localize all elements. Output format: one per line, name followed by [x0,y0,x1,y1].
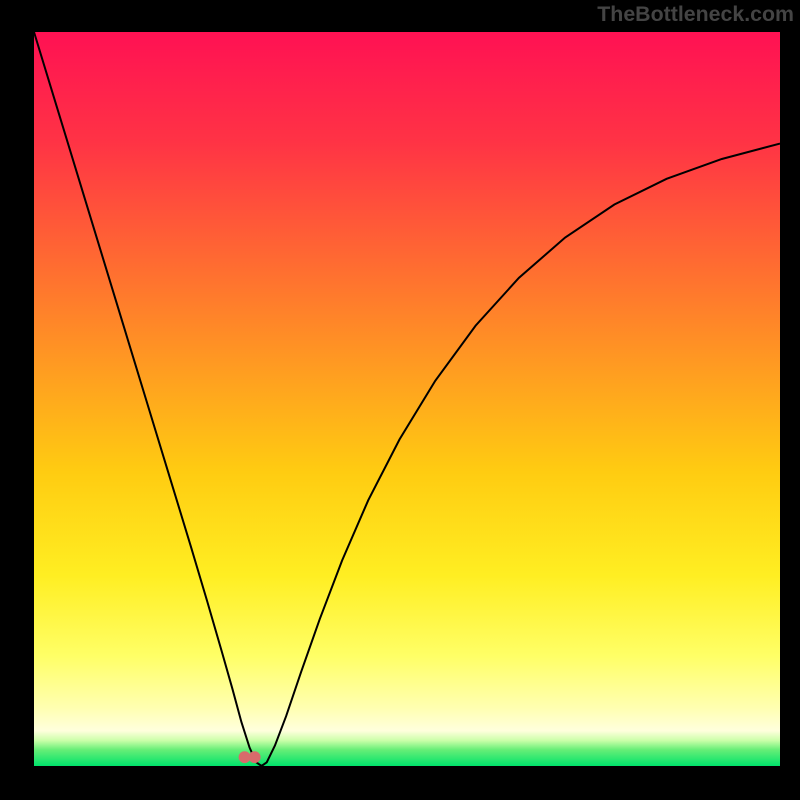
watermark-text: TheBottleneck.com [597,2,794,27]
curve-path [34,32,780,766]
bottleneck-curve [34,32,780,766]
chart-outer-frame [0,0,800,800]
min-marker-dot-2 [249,751,261,763]
plot-area [34,32,780,766]
